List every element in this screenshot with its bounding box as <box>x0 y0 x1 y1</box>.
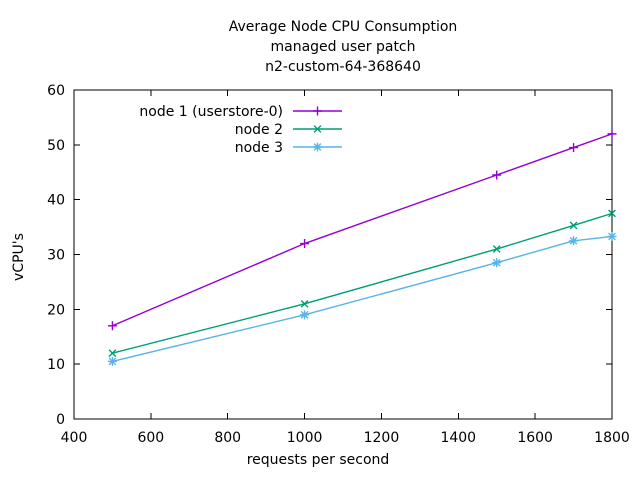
chart-title-line-1: Average Node CPU Consumption <box>228 19 458 35</box>
data-point-plus-icon <box>569 143 579 153</box>
legend-marker-cross-icon <box>313 125 322 133</box>
x-tick-label: 1000 <box>287 430 323 446</box>
y-tick-label: 0 <box>56 412 65 428</box>
data-point-plus-icon <box>107 321 117 331</box>
series-line-2 <box>112 212 613 354</box>
x-tick-label: 400 <box>61 430 88 446</box>
data-point-cross-icon <box>608 209 616 218</box>
data-point-cross-icon <box>569 221 578 230</box>
chart-title-line-3: n2-custom-64-368640 <box>265 59 421 75</box>
x-tick-label: 600 <box>137 430 164 446</box>
series-line-3 <box>112 235 613 363</box>
data-point-asterisk-icon <box>569 236 579 246</box>
data-point-plus-icon <box>607 129 617 139</box>
x-tick-label: 1600 <box>517 430 553 446</box>
x-tick-label: 800 <box>214 430 241 446</box>
x-axis-label: requests per second <box>246 452 390 468</box>
chart-title-line-2: managed user patch <box>270 39 416 55</box>
y-tick-label: 20 <box>47 302 65 318</box>
data-point-asterisk-icon <box>492 258 502 268</box>
y-tick-label: 40 <box>47 193 65 209</box>
y-tick-label: 60 <box>47 83 65 99</box>
legend-label: node 3 <box>235 140 283 156</box>
y-axis-label: vCPU's <box>11 233 27 281</box>
legend-label: node 1 (userstore-0) <box>139 104 283 120</box>
data-point-asterisk-icon <box>107 356 117 366</box>
data-point-plus-icon <box>492 170 502 180</box>
chart-title: Average Node CPU Consumption managed use… <box>74 17 612 77</box>
legend-entry: node 2 <box>235 122 342 138</box>
data-point-asterisk-icon <box>300 310 310 320</box>
x-tick-label: 1400 <box>440 430 476 446</box>
legend-marker-asterisk-icon <box>313 142 322 152</box>
data-point-cross-icon <box>300 299 309 308</box>
x-tick-label: 1200 <box>364 430 400 446</box>
data-point-plus-icon <box>300 239 310 249</box>
y-tick-label: 50 <box>47 138 65 154</box>
series-line-1 <box>112 133 613 327</box>
legend-entry: node 1 (userstore-0) <box>139 104 342 120</box>
data-point-asterisk-icon <box>607 231 617 241</box>
y-tick-label: 10 <box>47 357 65 373</box>
legend-entry: node 3 <box>235 140 342 156</box>
data-point-cross-icon <box>108 349 117 358</box>
x-tick-label: 1800 <box>594 430 630 446</box>
plot-border <box>73 89 613 420</box>
legend-marker-plus-icon <box>313 106 322 116</box>
y-tick-label: 30 <box>47 248 65 264</box>
data-point-cross-icon <box>492 245 501 253</box>
legend-label: node 2 <box>235 122 283 138</box>
